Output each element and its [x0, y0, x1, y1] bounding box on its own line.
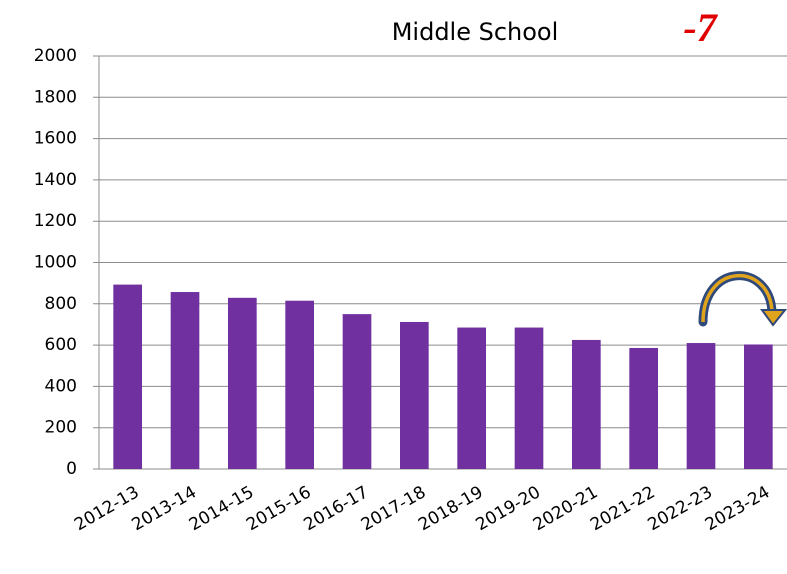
bar	[686, 343, 716, 469]
x-tick-label: 2021-22	[587, 482, 659, 535]
x-tick-label: 2017-18	[358, 482, 430, 535]
y-tick-label: 800	[45, 294, 77, 314]
x-tick-label: 2012-13	[71, 482, 143, 535]
arrow	[698, 271, 787, 327]
y-tick-label: 600	[45, 335, 77, 355]
x-tick-label: 2014-15	[186, 482, 258, 535]
y-tick-label: 1000	[34, 253, 77, 273]
y-tick-label: 2000	[34, 46, 77, 66]
bar	[170, 292, 200, 469]
bar	[572, 339, 601, 469]
bar	[400, 321, 429, 469]
y-tick-label: 1400	[34, 170, 77, 190]
y-tick-label: 0	[66, 459, 77, 479]
bar	[744, 344, 773, 469]
y-tick-label: 400	[45, 376, 77, 396]
y-tick-label: 1800	[34, 87, 77, 107]
x-tick-label: 2019-20	[472, 482, 544, 535]
x-tick-label: 2020-21	[530, 482, 602, 535]
bar	[113, 284, 142, 469]
chart-title: Middle School	[392, 18, 559, 46]
bar	[342, 314, 372, 469]
x-tick-label: 2023-24	[702, 482, 774, 535]
annotation: -7	[683, 5, 718, 50]
x-tick-label: 2013-14	[128, 482, 200, 535]
bar	[228, 297, 257, 469]
y-tick-label: 1200	[34, 211, 77, 231]
plot: 0 200 400 600 800 1000 1200 1400 1600 1800 2000 201…	[34, 46, 787, 535]
x-tick-label: 2022-23	[644, 482, 716, 535]
bar	[457, 327, 486, 469]
bar	[285, 300, 314, 469]
y-tick-label: 1600	[34, 129, 77, 149]
x-tick-label: 2015-16	[243, 482, 315, 535]
y-tick-label: 200	[45, 418, 77, 438]
bar	[514, 327, 544, 469]
bar	[629, 347, 658, 469]
x-tick-label: 2018-19	[415, 482, 487, 535]
x-tick-label: 2016-17	[300, 482, 372, 535]
